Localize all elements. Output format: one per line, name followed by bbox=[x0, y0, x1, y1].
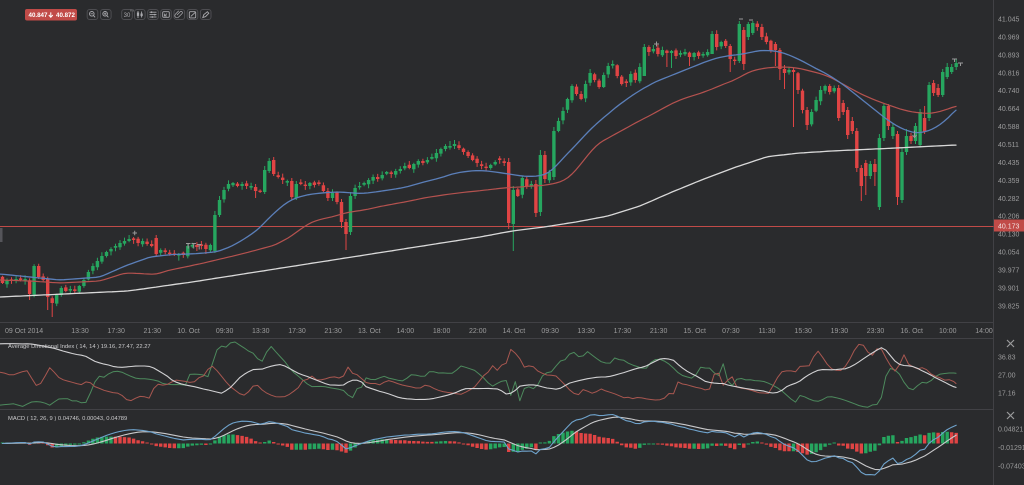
svg-text:10:00: 10:00 bbox=[939, 328, 957, 335]
svg-text:13:30: 13:30 bbox=[252, 328, 270, 335]
svg-text:40.054: 40.054 bbox=[998, 250, 1020, 257]
svg-text:27.00: 27.00 bbox=[998, 373, 1016, 380]
svg-text:m: m bbox=[130, 8, 134, 13]
svg-text:40.969: 40.969 bbox=[998, 34, 1020, 41]
svg-text:41.045: 41.045 bbox=[998, 17, 1020, 24]
svg-text:15:30: 15:30 bbox=[794, 328, 812, 335]
svg-text:13:30: 13:30 bbox=[577, 328, 595, 335]
svg-text:39.901: 39.901 bbox=[998, 286, 1020, 293]
svg-text:39.825: 39.825 bbox=[998, 303, 1020, 310]
svg-text:40.435: 40.435 bbox=[998, 160, 1020, 167]
svg-text:13. Oct: 13. Oct bbox=[358, 328, 381, 335]
svg-text:39.977: 39.977 bbox=[998, 268, 1020, 275]
svg-text:09:30: 09:30 bbox=[541, 328, 559, 335]
svg-text:21:30: 21:30 bbox=[144, 328, 162, 335]
svg-text:09:30: 09:30 bbox=[216, 328, 234, 335]
svg-text:-0.07403: -0.07403 bbox=[998, 464, 1024, 471]
svg-text:0.04821: 0.04821 bbox=[998, 427, 1023, 434]
svg-text:40.893: 40.893 bbox=[998, 52, 1020, 59]
svg-text:40.664: 40.664 bbox=[998, 106, 1020, 113]
svg-text:40.359: 40.359 bbox=[998, 178, 1020, 185]
svg-text:17:30: 17:30 bbox=[288, 328, 306, 335]
svg-text:40.847: 40.847 bbox=[29, 12, 48, 19]
svg-text:MACD ( 12, 26, 9 ) 0.04746, 0.: MACD ( 12, 26, 9 ) 0.04746, 0.00043, 0.0… bbox=[8, 416, 127, 422]
svg-text:19:30: 19:30 bbox=[831, 328, 849, 335]
svg-text:21:30: 21:30 bbox=[650, 328, 668, 335]
svg-text:09 Oct 2014: 09 Oct 2014 bbox=[5, 328, 43, 335]
svg-text:-0.01291: -0.01291 bbox=[998, 445, 1024, 452]
svg-text:10. Oct: 10. Oct bbox=[177, 328, 200, 335]
svg-text:22:00: 22:00 bbox=[469, 328, 487, 335]
svg-text:40.206: 40.206 bbox=[998, 214, 1020, 221]
svg-text:23:30: 23:30 bbox=[867, 328, 885, 335]
svg-text:16. Oct: 16. Oct bbox=[900, 328, 923, 335]
svg-text:40.130: 40.130 bbox=[998, 232, 1020, 239]
svg-text:07:30: 07:30 bbox=[722, 328, 740, 335]
svg-text:21:30: 21:30 bbox=[324, 328, 342, 335]
svg-text:18:00: 18:00 bbox=[433, 328, 451, 335]
svg-text:17.16: 17.16 bbox=[998, 391, 1016, 398]
svg-text:30: 30 bbox=[124, 13, 131, 19]
svg-text:14. Oct: 14. Oct bbox=[503, 328, 526, 335]
svg-text:36.83: 36.83 bbox=[998, 355, 1016, 362]
svg-text:40.282: 40.282 bbox=[998, 196, 1020, 203]
svg-text:40.816: 40.816 bbox=[998, 70, 1020, 77]
svg-text:17:30: 17:30 bbox=[107, 328, 125, 335]
svg-text:14:00: 14:00 bbox=[975, 328, 993, 335]
svg-text:17:30: 17:30 bbox=[614, 328, 632, 335]
svg-text:40.872: 40.872 bbox=[56, 12, 75, 19]
svg-text:40.588: 40.588 bbox=[998, 124, 1020, 131]
svg-text:40.173: 40.173 bbox=[998, 224, 1020, 231]
svg-text:40.511: 40.511 bbox=[998, 142, 1019, 149]
svg-text:14:00: 14:00 bbox=[397, 328, 415, 335]
svg-text:40.740: 40.740 bbox=[998, 88, 1020, 95]
svg-text:13:30: 13:30 bbox=[71, 328, 89, 335]
svg-text:15. Oct: 15. Oct bbox=[683, 328, 706, 335]
svg-text:11:30: 11:30 bbox=[759, 328, 776, 335]
svg-text:Average Directional Index ( 14: Average Directional Index ( 14, 14 ) 19.… bbox=[8, 344, 151, 350]
